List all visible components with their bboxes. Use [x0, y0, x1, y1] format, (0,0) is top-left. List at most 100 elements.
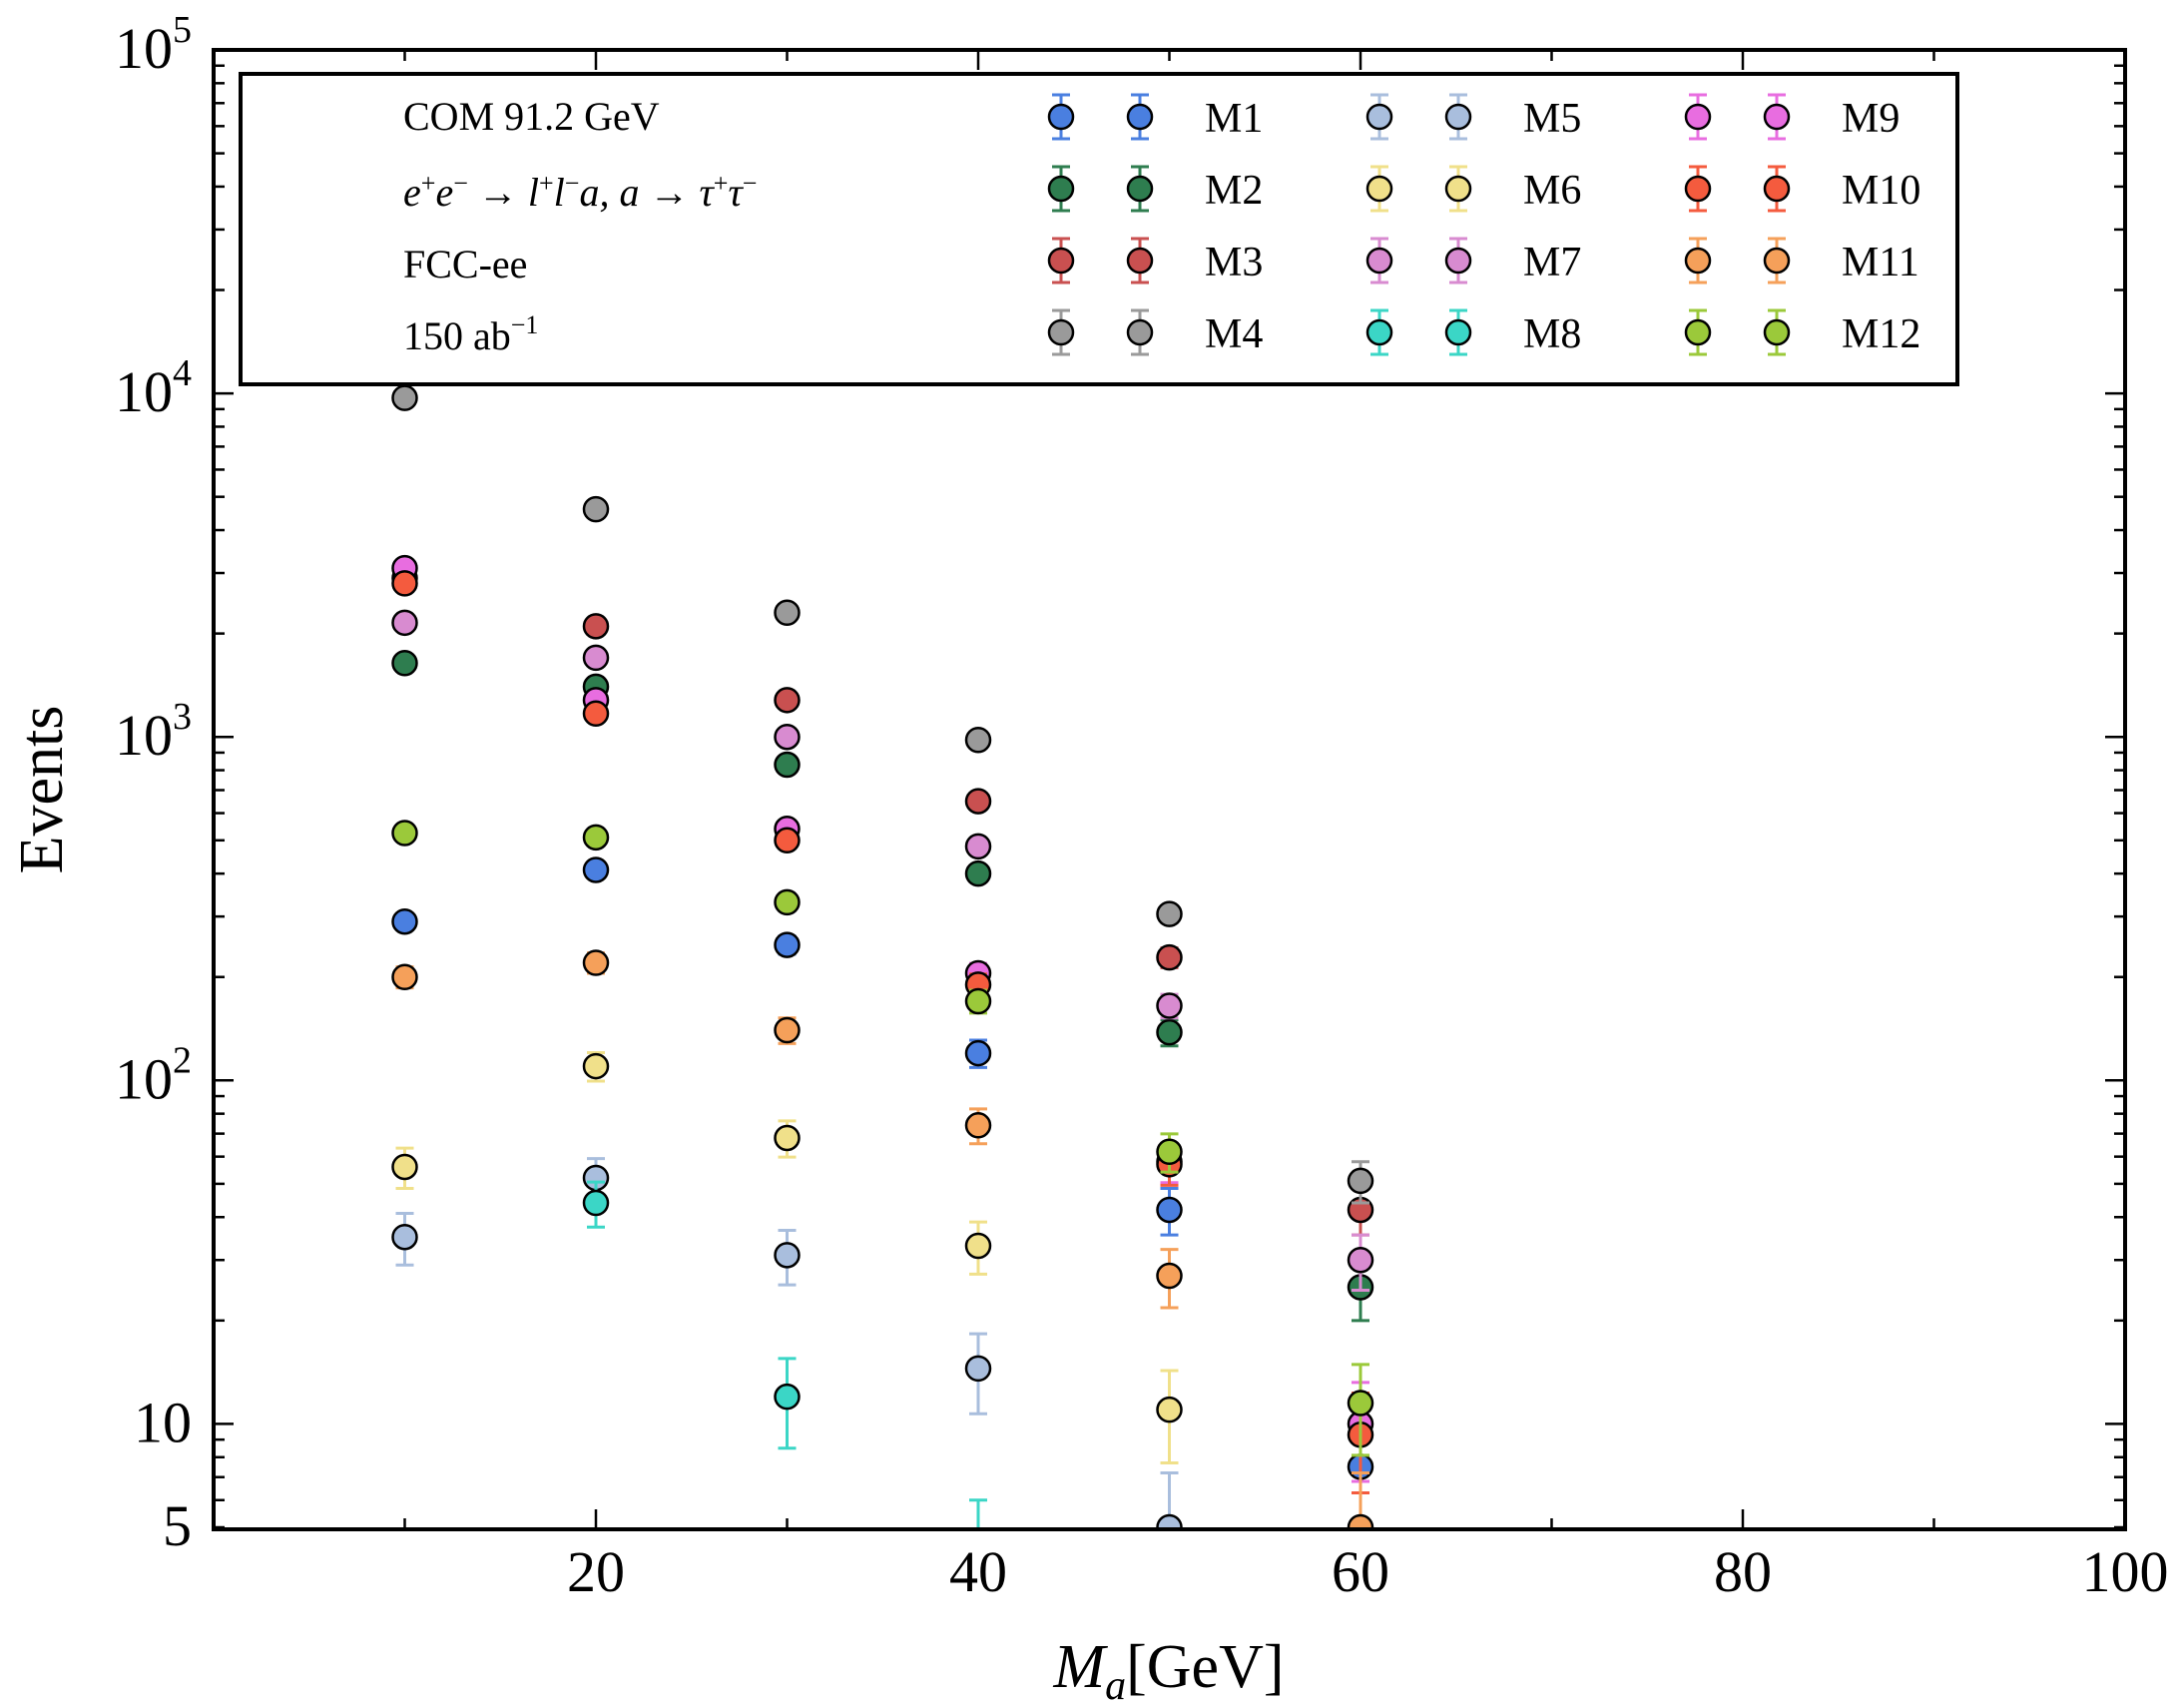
- legend-label: M7: [1523, 240, 1581, 285]
- data-point: [964, 1355, 992, 1383]
- data-point: [582, 824, 610, 852]
- info-process: e+e− → l+l−a, a → τ+τ−: [403, 169, 757, 215]
- legend-marker: [1047, 318, 1075, 346]
- legend-marker: [1047, 175, 1075, 203]
- data-point: [1156, 943, 1183, 971]
- legend-entry-M12: M12: [1684, 308, 1920, 357]
- legend-marker: [1763, 103, 1791, 131]
- legend: COM 91.2 GeV e+e− → l+l−a, a → τ+τ− FCC-…: [239, 72, 1959, 386]
- legend-marker: [1444, 247, 1472, 275]
- data-point: [391, 650, 418, 677]
- legend-marker: [1365, 103, 1393, 131]
- data-point: [582, 613, 610, 640]
- legend-marker: [1444, 318, 1472, 346]
- x-tick-label: 100: [2082, 1539, 2169, 1604]
- legend-entry-M10: M10: [1684, 165, 1920, 214]
- y-axis-label: Events: [8, 706, 76, 874]
- legend-marker: [1126, 247, 1154, 275]
- y-tick-label: 105: [115, 9, 192, 81]
- x-axis-label: Ma[GeV]: [1052, 1633, 1284, 1708]
- data-point: [1156, 992, 1183, 1019]
- data-point: [774, 1124, 801, 1152]
- y-tick-label: 10: [134, 1390, 192, 1454]
- data-point: [582, 1189, 610, 1217]
- legend-marker: [1763, 175, 1791, 203]
- legend-label: M2: [1205, 168, 1263, 214]
- info-lumi: 150 ab−1: [403, 310, 538, 358]
- x-tick-label: 80: [1714, 1539, 1772, 1604]
- y-tick-label: 102: [115, 1039, 192, 1111]
- legend-frame: [239, 72, 1959, 386]
- legend-entry-M6: M6: [1365, 165, 1581, 214]
- data-point: [1156, 1396, 1183, 1423]
- data-point: [582, 644, 610, 672]
- data-point: [582, 700, 610, 727]
- data-point: [774, 751, 801, 779]
- x-tick-label: 60: [1332, 1539, 1389, 1604]
- legend-label: M6: [1523, 168, 1581, 214]
- data-point: [774, 888, 801, 916]
- data-point: [964, 987, 992, 1015]
- legend-marker: [1444, 103, 1472, 131]
- legend-marker: [1126, 175, 1154, 203]
- data-point: [964, 833, 992, 860]
- data-point: [582, 1052, 610, 1080]
- legend-entry-M2: M2: [1047, 165, 1263, 214]
- legend-marker: [1047, 247, 1075, 275]
- legend-label: M1: [1205, 96, 1263, 142]
- data-point: [964, 788, 992, 815]
- data-point: [391, 609, 418, 637]
- data-point: [774, 1016, 801, 1044]
- legend-label: M9: [1842, 96, 1900, 142]
- legend-label: M4: [1205, 311, 1263, 357]
- legend-label: M11: [1842, 240, 1919, 285]
- x-tick-label: 20: [567, 1539, 625, 1604]
- legend-marker: [1126, 318, 1154, 346]
- data-point: [1156, 1018, 1183, 1046]
- data-point: [391, 1223, 418, 1251]
- legend-entry-M7: M7: [1365, 237, 1581, 285]
- data-point: [964, 1232, 992, 1260]
- data-point: [774, 827, 801, 854]
- info-collider: FCC-ee: [403, 242, 527, 286]
- legend-label: M3: [1205, 240, 1263, 285]
- data-point: [391, 907, 418, 935]
- data-point: [1156, 1196, 1183, 1224]
- legend-marker: [1763, 318, 1791, 346]
- info-com: COM 91.2 GeV: [403, 94, 660, 139]
- series-M11: [391, 949, 1374, 1529]
- legend-entry-M3: M3: [1047, 237, 1263, 285]
- legend-marker: [1365, 247, 1393, 275]
- data-point: [582, 495, 610, 523]
- legend-entry-M11: M11: [1684, 237, 1919, 285]
- legend-entry-M8: M8: [1365, 308, 1581, 357]
- data-point: [964, 1039, 992, 1067]
- legend-entry-M1: M1: [1047, 93, 1263, 142]
- legend-entry-M9: M9: [1684, 93, 1900, 142]
- legend-marker: [1444, 175, 1472, 203]
- legend-label: M10: [1842, 168, 1920, 214]
- y-tick-label: 5: [163, 1493, 192, 1558]
- legend-marker: [1047, 103, 1075, 131]
- data-point: [964, 726, 992, 754]
- data-points: [391, 384, 1374, 1529]
- legend-marker: [1684, 175, 1712, 203]
- series-M7: [391, 609, 1374, 1293]
- data-point: [964, 1112, 992, 1139]
- legend-marker: [1684, 318, 1712, 346]
- data-point: [1156, 900, 1183, 927]
- data-point: [391, 963, 418, 990]
- legend-marker: [1684, 103, 1712, 131]
- y-tick-label: 104: [115, 352, 192, 424]
- axis-tick-labels: 20 40 60 80 100 5 10 102 103 104 105: [115, 9, 2169, 1604]
- data-point: [774, 687, 801, 714]
- data-point: [1156, 1262, 1183, 1290]
- legend-marker: [1684, 247, 1712, 275]
- data-point: [774, 931, 801, 958]
- data-point: [964, 859, 992, 887]
- data-point: [1347, 1167, 1374, 1195]
- legend-entry-M5: M5: [1365, 93, 1581, 142]
- data-point: [774, 723, 801, 751]
- y-tick-label: 103: [115, 696, 192, 768]
